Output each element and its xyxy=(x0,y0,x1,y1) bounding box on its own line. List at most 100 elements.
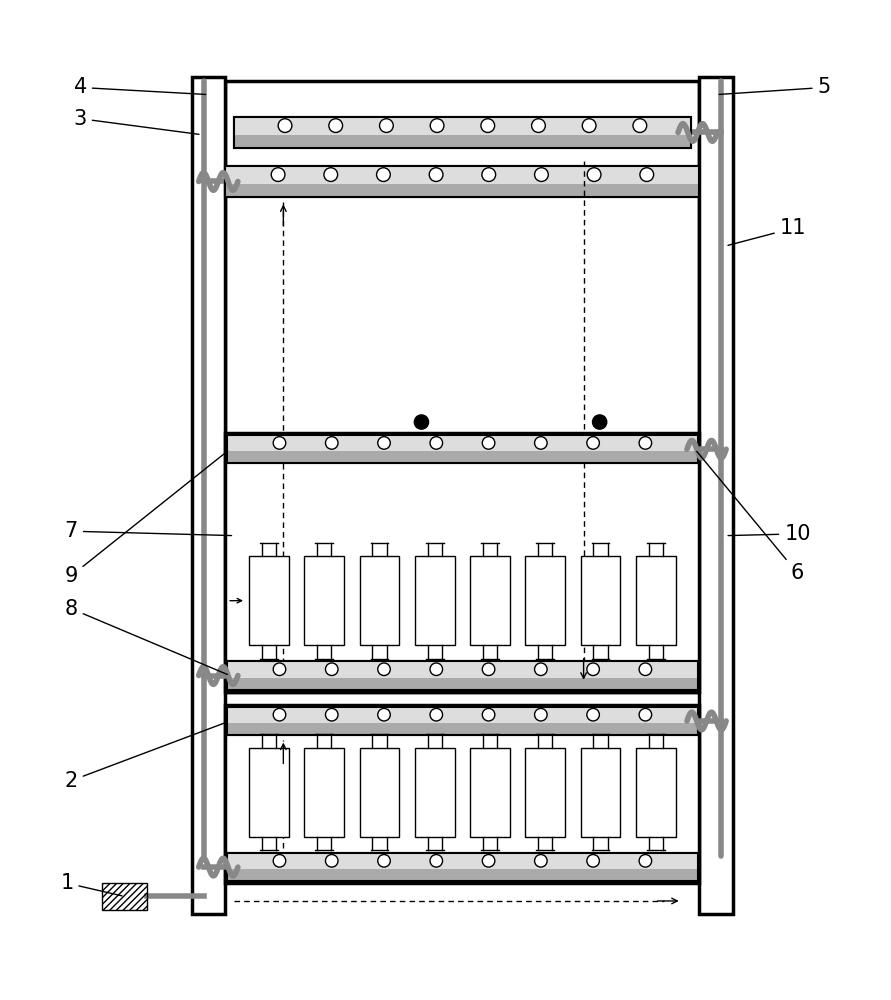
Bar xyxy=(305,748,344,837)
Circle shape xyxy=(587,437,600,449)
Bar xyxy=(360,556,399,645)
Circle shape xyxy=(430,663,443,676)
Circle shape xyxy=(587,663,600,676)
Text: 11: 11 xyxy=(728,218,806,245)
Circle shape xyxy=(278,119,292,132)
Bar xyxy=(102,883,147,910)
Circle shape xyxy=(325,663,338,676)
Circle shape xyxy=(535,437,547,449)
Bar xyxy=(415,748,454,837)
Bar xyxy=(227,435,698,463)
Bar xyxy=(470,556,510,645)
Circle shape xyxy=(377,168,390,181)
Circle shape xyxy=(378,437,390,449)
Circle shape xyxy=(482,168,495,181)
Text: 9: 9 xyxy=(64,451,228,586)
Bar xyxy=(636,748,675,837)
Text: 2: 2 xyxy=(65,722,227,791)
Circle shape xyxy=(378,663,390,676)
Bar xyxy=(227,678,698,690)
Bar xyxy=(249,556,289,645)
Circle shape xyxy=(414,415,429,429)
Bar xyxy=(227,869,698,881)
Circle shape xyxy=(639,437,651,449)
Circle shape xyxy=(274,663,286,676)
Bar xyxy=(526,748,565,837)
Circle shape xyxy=(535,168,548,181)
Bar xyxy=(227,435,698,451)
Circle shape xyxy=(593,442,607,456)
Text: 8: 8 xyxy=(65,599,227,674)
Circle shape xyxy=(378,855,390,867)
Circle shape xyxy=(271,168,285,181)
Circle shape xyxy=(639,708,651,721)
Bar xyxy=(581,748,620,837)
Circle shape xyxy=(587,168,601,181)
Bar xyxy=(470,748,510,837)
Text: 10: 10 xyxy=(728,524,811,544)
Circle shape xyxy=(430,119,444,132)
Circle shape xyxy=(325,437,338,449)
Circle shape xyxy=(587,708,600,721)
Circle shape xyxy=(482,437,495,449)
Circle shape xyxy=(414,442,429,456)
Circle shape xyxy=(429,168,443,181)
Bar xyxy=(234,135,691,148)
Circle shape xyxy=(380,119,393,132)
Bar xyxy=(227,723,698,735)
Bar xyxy=(225,433,699,692)
Text: 1: 1 xyxy=(61,873,122,896)
Bar xyxy=(227,853,698,869)
Bar xyxy=(305,556,344,645)
Bar xyxy=(225,184,699,197)
Circle shape xyxy=(639,663,651,676)
Bar xyxy=(227,661,698,690)
Bar xyxy=(227,661,698,690)
Bar xyxy=(225,166,699,197)
Circle shape xyxy=(587,855,600,867)
Circle shape xyxy=(274,437,286,449)
Bar xyxy=(234,117,691,135)
Bar xyxy=(225,166,699,184)
Circle shape xyxy=(274,708,286,721)
Circle shape xyxy=(535,663,547,676)
Text: 5: 5 xyxy=(719,77,830,97)
Bar xyxy=(636,556,675,645)
Circle shape xyxy=(481,119,495,132)
Text: 6: 6 xyxy=(697,451,805,583)
Circle shape xyxy=(583,119,596,132)
Circle shape xyxy=(535,708,547,721)
Circle shape xyxy=(274,855,286,867)
Bar xyxy=(699,77,733,914)
Bar xyxy=(526,556,565,645)
Bar xyxy=(249,748,289,837)
Circle shape xyxy=(325,855,338,867)
Bar xyxy=(360,748,399,837)
Text: 7: 7 xyxy=(65,521,232,541)
Bar xyxy=(227,451,698,463)
Bar xyxy=(225,705,699,883)
Circle shape xyxy=(593,415,607,429)
Bar xyxy=(227,435,698,463)
Bar xyxy=(234,117,691,148)
Circle shape xyxy=(430,437,443,449)
Circle shape xyxy=(430,708,443,721)
Circle shape xyxy=(633,119,647,132)
Text: 3: 3 xyxy=(74,109,199,134)
Bar xyxy=(227,707,698,735)
Circle shape xyxy=(482,708,495,721)
Circle shape xyxy=(639,855,651,867)
Bar xyxy=(227,707,698,723)
Bar xyxy=(227,853,698,881)
Bar xyxy=(581,556,620,645)
Circle shape xyxy=(324,168,338,181)
Text: 4: 4 xyxy=(74,77,206,97)
Bar xyxy=(415,556,454,645)
Circle shape xyxy=(378,708,390,721)
Circle shape xyxy=(532,119,545,132)
Circle shape xyxy=(640,168,654,181)
Bar xyxy=(227,707,698,735)
Bar xyxy=(227,853,698,881)
Bar xyxy=(225,81,699,692)
Bar xyxy=(225,166,699,197)
